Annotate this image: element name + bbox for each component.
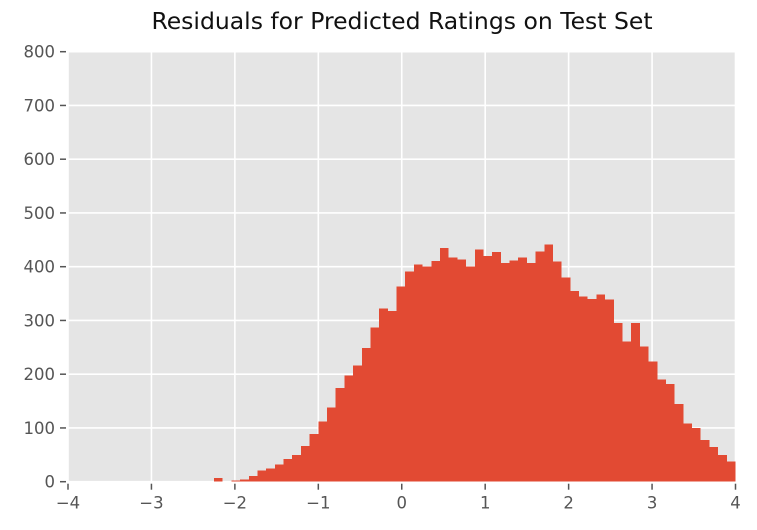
histogram-bar [709, 446, 719, 482]
histogram-bar [535, 251, 545, 482]
histogram-bar [509, 260, 519, 482]
x-tick-label: −3 [139, 494, 163, 513]
histogram-bar [335, 388, 345, 482]
histogram-bar [657, 379, 666, 482]
y-tick-label: 200 [24, 365, 56, 384]
histogram-bar [274, 464, 284, 482]
histogram-bar [283, 459, 293, 482]
histogram-bar [579, 296, 588, 482]
x-tick-label: −4 [56, 494, 80, 513]
histogram-bar [665, 383, 675, 482]
histogram-bar [596, 294, 606, 482]
histogram-bar [387, 310, 397, 482]
histogram-bar [700, 439, 710, 482]
histogram-bar [526, 262, 536, 482]
histogram-bar [292, 454, 301, 482]
histogram-bar [587, 298, 597, 482]
y-tick-label: 800 [24, 43, 56, 62]
y-tick-label: 100 [24, 419, 56, 438]
y-tick-label: 400 [24, 258, 56, 277]
x-tick-label: −1 [306, 494, 330, 513]
y-tick-label: 0 [45, 473, 56, 492]
histogram-bar [327, 407, 336, 482]
histogram-bar [431, 260, 440, 482]
y-tick-label: 700 [24, 96, 56, 115]
histogram-bar [318, 421, 328, 482]
histogram-bar [344, 375, 354, 482]
histogram-bar [466, 266, 475, 482]
histogram-bar [518, 257, 527, 482]
histogram-bar [300, 446, 310, 482]
histogram-bar [639, 346, 649, 482]
histogram-bar [674, 403, 684, 482]
histogram-bar [353, 365, 362, 482]
histogram-bar [413, 264, 423, 482]
histogram-bar [483, 255, 493, 482]
histogram-bar [692, 427, 701, 482]
x-tick-label: 3 [647, 494, 658, 513]
chart-title: Residuals for Predicted Ratings on Test … [151, 7, 653, 35]
histogram-bar [492, 252, 501, 482]
histogram-bar [648, 361, 658, 482]
histogram-bar [570, 290, 580, 482]
histogram-bar [248, 475, 258, 482]
x-tick-label: −2 [223, 494, 247, 513]
histogram-bar [405, 271, 414, 482]
histogram-bar [683, 423, 693, 482]
x-tick-label: 2 [563, 494, 574, 513]
x-tick-label: 4 [730, 494, 741, 513]
bars-group [214, 244, 736, 482]
histogram-bar [631, 323, 640, 482]
histogram-bar [361, 347, 371, 482]
y-tick-label: 600 [24, 150, 56, 169]
histogram-bar [448, 257, 458, 482]
histogram-bar [439, 247, 449, 482]
histogram-bar [622, 341, 632, 482]
histogram-bar [718, 454, 727, 482]
histogram-bar [379, 308, 388, 482]
histogram-bar [309, 433, 319, 482]
histogram-bar [544, 244, 553, 482]
histogram-bar [552, 261, 562, 482]
x-tick-label: 0 [397, 494, 408, 513]
histogram-bar [726, 461, 736, 482]
histogram-bar [561, 277, 571, 482]
histogram-bar [422, 266, 432, 482]
histogram-bar [266, 468, 275, 482]
histogram-bar [500, 262, 510, 482]
histogram-bar [214, 477, 223, 482]
histogram-bar [457, 259, 467, 482]
histogram-bar [240, 479, 249, 482]
histogram-bar [370, 327, 380, 482]
histogram-bar [613, 323, 623, 482]
histogram-bar [231, 480, 241, 482]
y-tick-label: 500 [24, 204, 56, 223]
histogram-bar [474, 249, 484, 482]
y-tick-label: 300 [24, 311, 56, 330]
histogram-bar [396, 286, 406, 482]
histogram-bar [257, 470, 267, 482]
histogram-bar [605, 299, 614, 482]
x-tick-label: 1 [480, 494, 491, 513]
